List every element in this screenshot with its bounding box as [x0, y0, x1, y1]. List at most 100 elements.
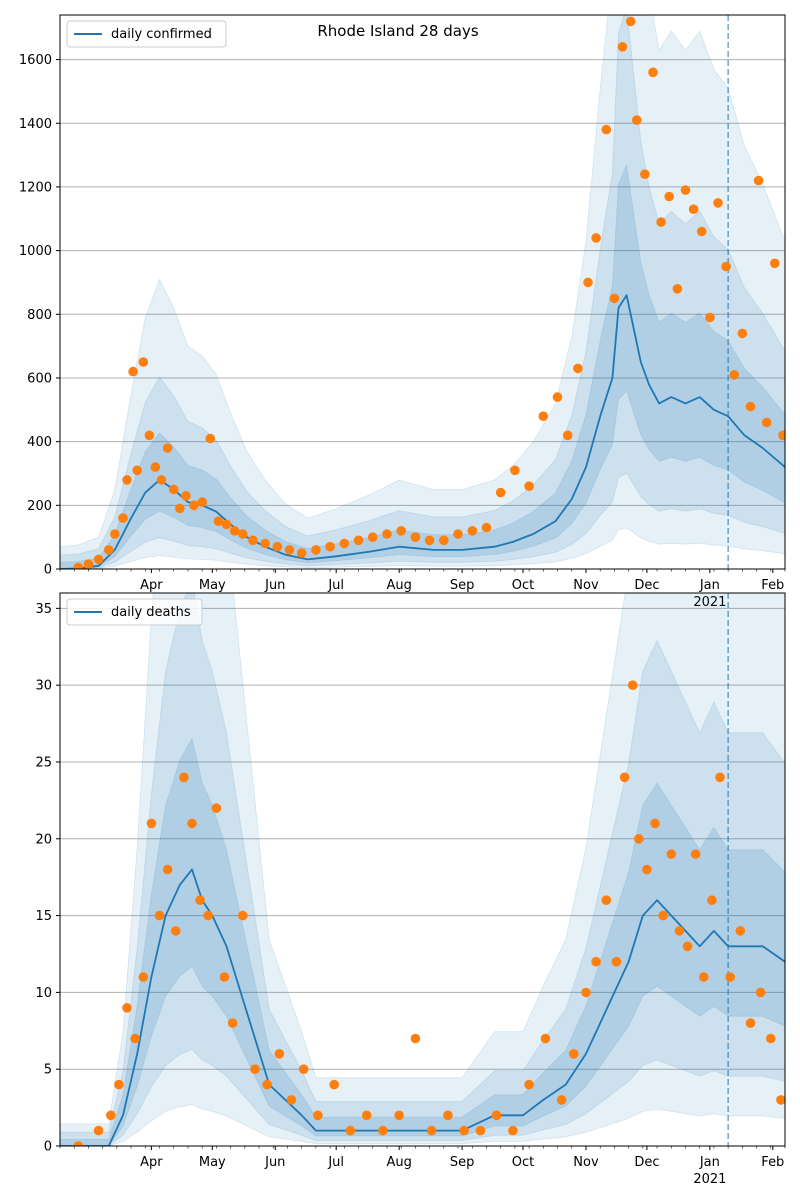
observed-point: [195, 895, 205, 905]
observed-point: [729, 370, 739, 380]
observed-point: [735, 926, 746, 936]
observed-point: [150, 462, 161, 472]
x-tick-label: Aug: [386, 578, 411, 593]
y-tick-label: 35: [35, 602, 52, 617]
observed-point: [609, 293, 620, 304]
observed-point: [138, 357, 149, 367]
observed-point: [410, 1033, 421, 1044]
observed-point: [189, 500, 199, 511]
x-tick-label: May: [199, 578, 226, 593]
observed-point: [238, 529, 248, 539]
observed-point: [367, 532, 378, 542]
x-tick-label: Apr: [140, 578, 163, 593]
observed-point: [179, 772, 189, 783]
x-tick-label: Sep: [450, 1155, 475, 1170]
observed-point: [114, 1079, 124, 1090]
y-tick-label: 600: [27, 371, 52, 386]
observed-point: [345, 1125, 356, 1136]
observed-point: [753, 175, 764, 186]
observed-point: [538, 411, 549, 422]
observed-point: [569, 1049, 579, 1059]
x-tick-label: Nov: [573, 1155, 599, 1170]
observed-point: [229, 526, 240, 536]
observed-point: [510, 465, 520, 476]
observed-point: [103, 545, 114, 555]
observed-point: [642, 864, 652, 875]
observed-point: [581, 987, 591, 998]
observed-point: [197, 497, 207, 507]
observed-point: [601, 895, 612, 905]
observed-point: [73, 1141, 84, 1146]
observed-point: [110, 529, 120, 539]
observed-point: [552, 392, 563, 402]
observed-point: [181, 491, 191, 501]
observed-point: [325, 541, 335, 552]
y-tick-label: 1600: [19, 53, 52, 68]
legend: daily confirmed: [66, 20, 227, 48]
observed-point: [146, 818, 157, 829]
observed-point: [130, 1033, 140, 1044]
y-tick-label: 25: [35, 755, 52, 770]
observed-point: [682, 941, 693, 952]
observed-point: [211, 803, 222, 813]
confirmed-chart-panel: 0 200 400 600 800 1000 1200 1400 1600 Apr May Jun J…: [19, 14, 786, 610]
y-tick-label: 200: [27, 499, 52, 514]
x-tick-year-label: 2021: [693, 595, 726, 610]
observed-point: [313, 1110, 323, 1121]
uncertainty-band: [60, 163, 785, 569]
observed-point: [122, 475, 132, 485]
observed-point: [573, 363, 583, 374]
observed-point: [688, 204, 699, 214]
observed-point: [394, 1110, 404, 1121]
observed-point: [459, 1125, 469, 1136]
observed-point: [508, 1125, 518, 1136]
observed-point: [627, 680, 638, 690]
observed-point: [591, 956, 601, 967]
observed-point: [203, 910, 213, 921]
uncertainty-band: [60, 15, 785, 569]
observed-point: [705, 312, 715, 323]
x-tick-label: Nov: [573, 578, 599, 593]
x-tick-label: Aug: [386, 1155, 411, 1170]
observed-point: [591, 233, 601, 243]
observed-point: [770, 258, 780, 269]
observed-point: [286, 1095, 297, 1105]
observed-point: [162, 864, 173, 875]
observed-point: [524, 1079, 534, 1090]
observed-point: [168, 484, 179, 495]
observed-point: [426, 1125, 437, 1136]
x-tick-label: Oct: [512, 1155, 534, 1170]
observed-point: [674, 926, 685, 936]
uncertainty-band: [60, 737, 785, 1146]
observed-point: [475, 1125, 486, 1136]
observed-point: [755, 987, 766, 998]
y-tick-label: 1200: [19, 180, 52, 195]
y-tick-label: 1000: [19, 244, 52, 259]
observed-point: [187, 818, 197, 829]
uncertainty-band: [60, 593, 785, 1146]
observed-point: [617, 42, 628, 52]
y-tick-label: 400: [27, 435, 52, 450]
observed-point: [262, 1079, 272, 1090]
x-tick-label: Jul: [327, 578, 344, 593]
observed-point: [284, 545, 295, 555]
observed-point: [690, 849, 701, 859]
x-tick-label: Jun: [264, 578, 285, 593]
y-tick-label: 15: [35, 909, 52, 924]
observed-point: [250, 1064, 260, 1074]
observed-point: [761, 417, 772, 428]
observed-point: [699, 972, 709, 982]
observed-point: [713, 198, 723, 208]
x-tick-label: Oct: [512, 578, 534, 593]
observed-point: [339, 538, 350, 549]
uncertainty-band: [60, 15, 785, 569]
x-tick-label: Jan: [699, 578, 720, 593]
observed-point: [707, 895, 717, 905]
x-tick-label: Feb: [761, 1155, 784, 1170]
observed-point: [424, 535, 435, 546]
observed-point: [680, 185, 691, 195]
observed-point: [467, 526, 478, 536]
uncertainty-band: [60, 593, 785, 1146]
observed-point: [132, 465, 142, 476]
